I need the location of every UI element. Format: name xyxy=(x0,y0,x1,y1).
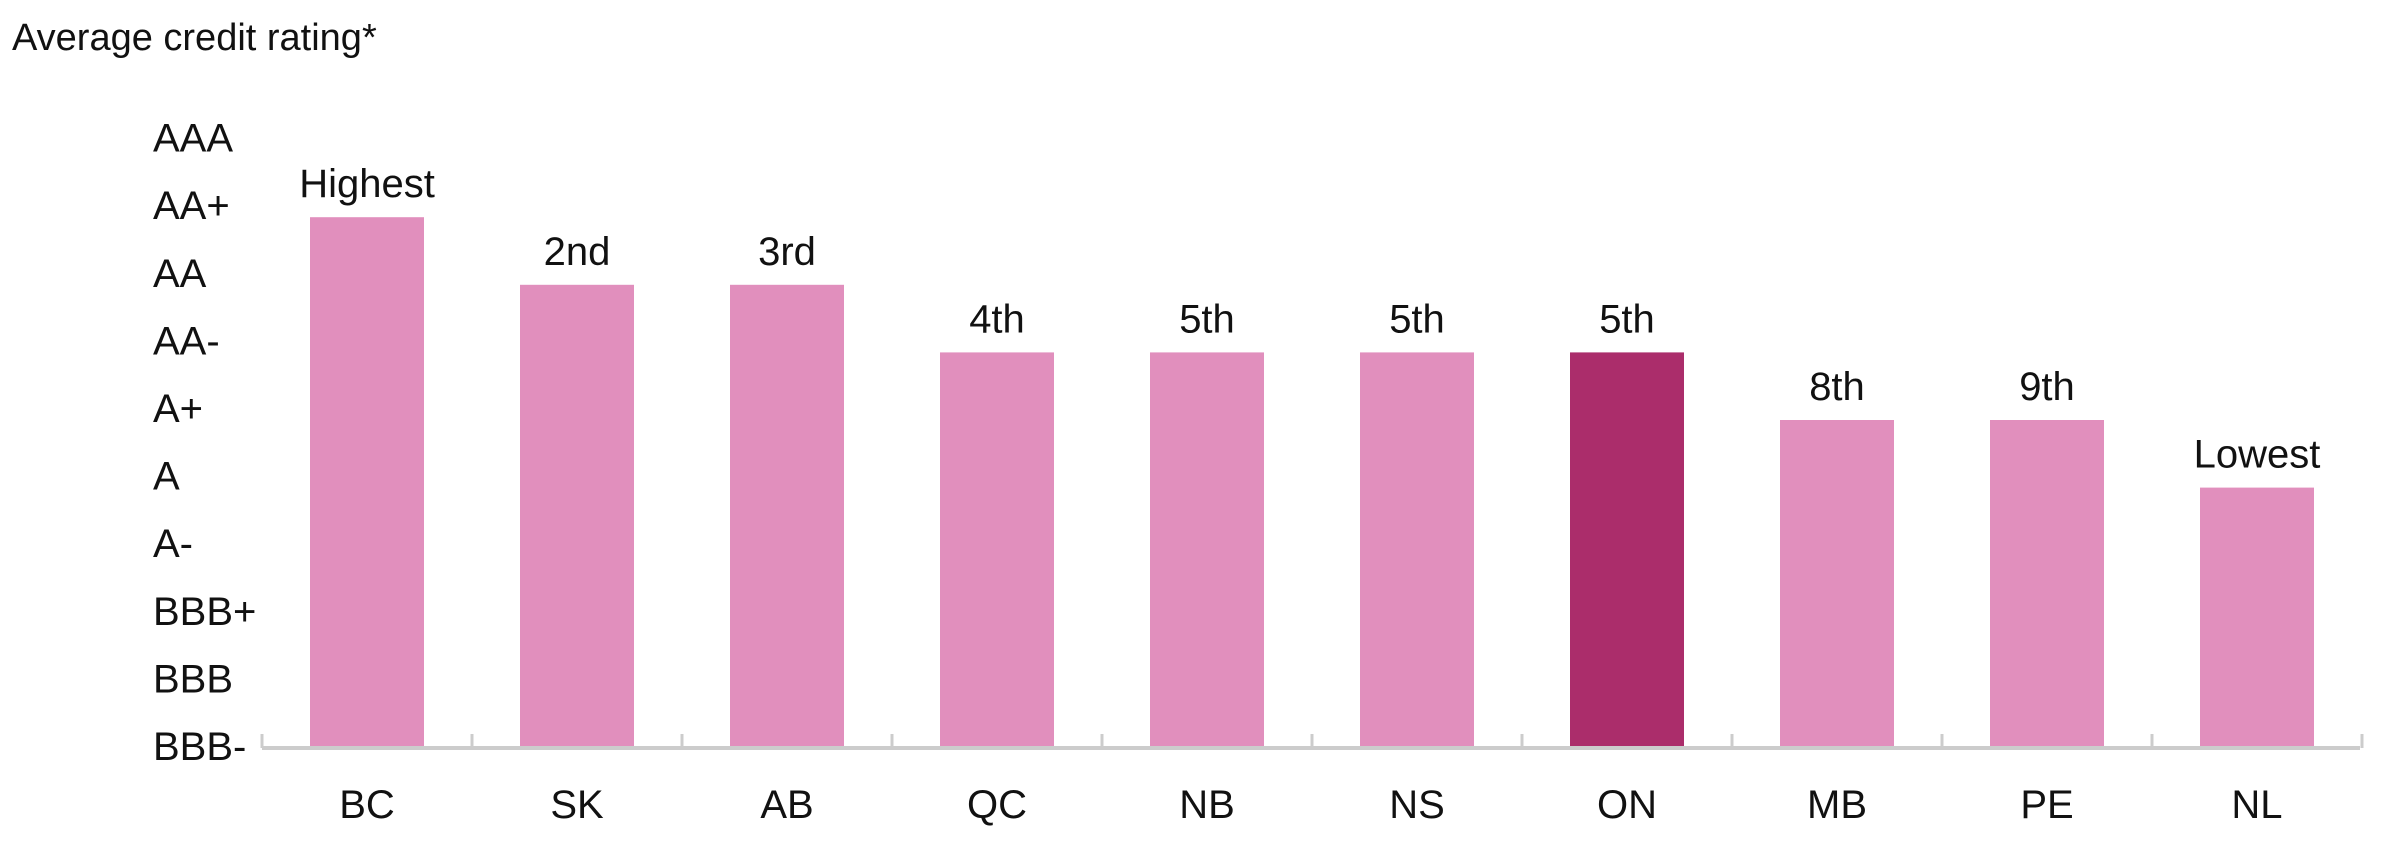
y-tick-label: AAA xyxy=(153,117,233,161)
rank-label: 2nd xyxy=(544,230,611,274)
x-tick-label: NS xyxy=(1389,783,1445,827)
bar-mb xyxy=(1780,420,1894,746)
x-tick-label: SK xyxy=(550,783,604,827)
chart-title: Average credit rating* xyxy=(12,17,377,59)
bar-bc xyxy=(310,217,424,746)
x-axis xyxy=(260,734,2364,750)
x-tick-label: NL xyxy=(2231,783,2282,827)
y-tick-label: A+ xyxy=(153,387,203,431)
rank-label: 8th xyxy=(1809,365,1865,409)
x-tick-label: PE xyxy=(2020,783,2073,827)
bar-on xyxy=(1570,352,1684,746)
rank-labels: Highest 2nd 3rd 4th 5th 5th 5th 8th 9th Lowest xyxy=(299,162,2320,476)
y-tick-label: AA xyxy=(153,252,207,296)
rank-label: 5th xyxy=(1599,297,1655,341)
rank-label: 9th xyxy=(2019,365,2075,409)
y-tick-label: BBB+ xyxy=(153,590,256,634)
bar-pe xyxy=(1990,420,2104,746)
bar-qc xyxy=(940,352,1054,746)
rank-label: 4th xyxy=(969,297,1025,341)
x-tick-label: MB xyxy=(1807,783,1867,827)
x-tick-label: AB xyxy=(760,783,813,827)
y-tick-label: AA+ xyxy=(153,184,230,228)
y-tick-label: A xyxy=(153,455,180,499)
rank-label: 3rd xyxy=(758,230,816,274)
x-tick-label: BC xyxy=(339,783,395,827)
x-tick-label: ON xyxy=(1597,783,1657,827)
y-tick-label: BBB xyxy=(153,657,233,701)
bar-nl xyxy=(2200,487,2314,746)
y-tick-label: BBB- xyxy=(153,725,246,769)
x-tick-label: NB xyxy=(1179,783,1235,827)
rank-label: Highest xyxy=(299,162,435,206)
y-tick-label: AA- xyxy=(153,319,220,363)
bar-sk xyxy=(520,284,634,746)
bar-ab xyxy=(730,284,844,746)
rank-label: 5th xyxy=(1179,297,1235,341)
x-axis-labels: BC SK AB QC NB NS ON MB PE NL xyxy=(339,783,2282,827)
x-tick-label: QC xyxy=(967,783,1027,827)
rank-label: 5th xyxy=(1389,297,1445,341)
bar-ns xyxy=(1360,352,1474,746)
bar-nb xyxy=(1150,352,1264,746)
rank-label: Lowest xyxy=(2194,433,2321,477)
y-tick-label: A- xyxy=(153,522,193,566)
bars xyxy=(310,217,2314,746)
